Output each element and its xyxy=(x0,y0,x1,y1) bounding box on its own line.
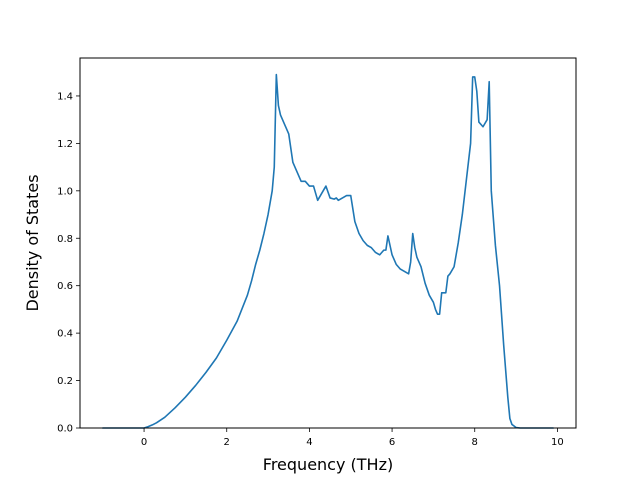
series-line-0 xyxy=(101,73,555,429)
axes-frame xyxy=(79,57,577,429)
y-tick-label: 0.0 xyxy=(57,424,73,435)
x-tick-label: 0 xyxy=(141,437,147,448)
x-tick-label: 6 xyxy=(389,437,395,448)
x-tick-label: 4 xyxy=(306,437,312,448)
x-tick-label: 2 xyxy=(224,437,230,448)
y-tick-label: 0.8 xyxy=(57,234,73,245)
x-axis-label: Frequency (THz) xyxy=(263,455,393,474)
y-tick-label: 1.2 xyxy=(57,139,73,150)
y-tick-label: 0.2 xyxy=(57,376,73,387)
plot-area xyxy=(101,73,555,429)
y-axis-label: Density of States xyxy=(23,174,42,311)
x-tick-label: 8 xyxy=(472,437,478,448)
y-tick-label: 0.6 xyxy=(57,281,73,292)
y-tick-label: 1.4 xyxy=(57,91,73,102)
y-tick-label: 0.4 xyxy=(57,329,73,340)
x-axis-ticks: 0 2 4 6 8 10 xyxy=(141,428,564,448)
x-tick-label: 10 xyxy=(551,437,564,448)
y-tick-label: 1.0 xyxy=(57,186,73,197)
y-axis-ticks: 0.0 0.2 0.4 0.6 0.8 1.0 1.2 1.4 xyxy=(57,91,80,435)
